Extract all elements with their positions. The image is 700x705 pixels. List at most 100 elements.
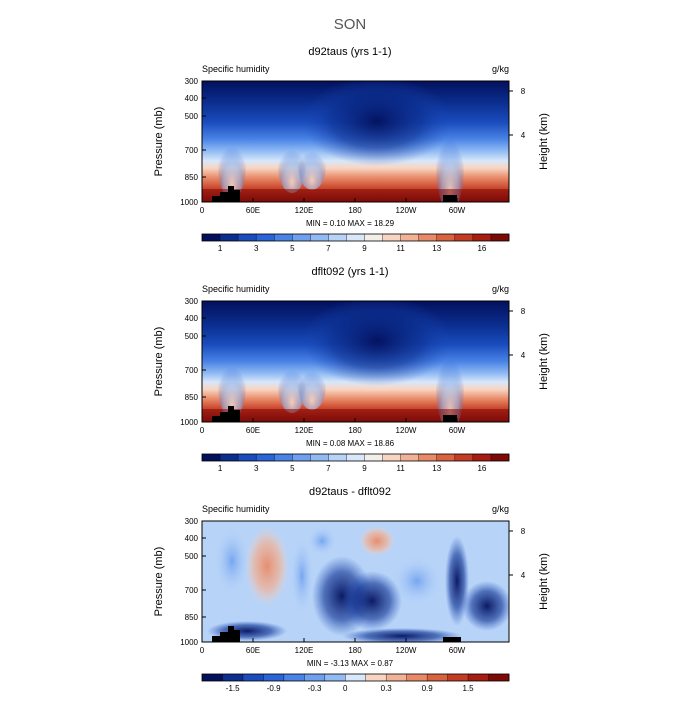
topography — [443, 637, 461, 642]
y-tick-label: 500 — [185, 332, 199, 341]
height-tick-label: 4 — [521, 131, 526, 140]
colorbar-swatch — [400, 234, 420, 241]
colorbar-label: 1 — [218, 464, 223, 473]
x-tick-label: 60W — [449, 206, 466, 215]
field-label: Specific humidity — [202, 64, 270, 74]
y-tick-label: 300 — [185, 77, 199, 86]
colorbar-frame — [201, 233, 510, 242]
colorbar-swatch — [283, 674, 305, 681]
topography — [443, 195, 457, 202]
topography — [443, 415, 457, 422]
colorbar-swatch — [382, 454, 401, 461]
colorbar-swatch — [454, 234, 474, 241]
y-axis-label-right: Height (km) — [538, 333, 550, 390]
x-tick-label: 0 — [200, 646, 205, 655]
y-axis-label: Pressure (mb) — [153, 547, 165, 617]
panel-dflt092: dflt092 (yrs 1-1) Specific humidity g/kg 0 6… — [153, 266, 550, 473]
colorbar-label: 5 — [290, 464, 295, 473]
y-tick-label: 500 — [185, 112, 199, 121]
colorbar-swatch — [202, 454, 221, 461]
x-tick-label: 180 — [348, 206, 362, 215]
colorbar-swatch — [310, 234, 329, 241]
positive-anomaly — [359, 526, 395, 556]
negative-anomaly — [307, 526, 337, 556]
topography — [212, 186, 240, 202]
y-tick-label: 850 — [185, 173, 199, 182]
min-max-stats: MIN = -3.13 MAX = 0.87 — [307, 659, 394, 668]
heatmap-field — [202, 301, 509, 422]
colorbar-swatch — [472, 454, 492, 461]
colorbar-swatch — [418, 454, 438, 461]
moist-plume — [298, 142, 326, 190]
height-tick-label: 8 — [521, 307, 526, 316]
colorbar-swatch — [386, 674, 407, 681]
negative-anomaly — [342, 628, 462, 642]
height-tick-label: 8 — [521, 87, 526, 96]
figure-title: SON — [334, 16, 367, 33]
topography — [212, 406, 240, 422]
negative-anomaly — [290, 536, 314, 616]
colorbar-swatch — [328, 234, 347, 241]
y-tick-label: 1000 — [180, 418, 198, 427]
y-tick-label: 400 — [185, 314, 199, 323]
colorbar-swatch — [454, 454, 474, 461]
moist-plume — [436, 341, 464, 422]
x-tick-label: 120W — [396, 646, 417, 655]
y-tick-label: 500 — [185, 552, 199, 561]
height-tick-label: 4 — [521, 351, 526, 360]
moist-plume — [278, 359, 306, 413]
colorbar-swatch — [256, 454, 275, 461]
heatmap-field — [202, 81, 509, 202]
min-max-stats: MIN = 0.08 MAX = 18.86 — [306, 439, 395, 448]
colorbar-label: -0.9 — [267, 684, 281, 693]
negative-anomaly — [214, 526, 250, 596]
y-tick-label: 1000 — [180, 638, 198, 647]
colorbar-label: 13 — [432, 464, 441, 473]
colorbar-label: 0.9 — [422, 684, 434, 693]
colorbar-label: -0.3 — [308, 684, 322, 693]
colorbar-swatch — [274, 234, 293, 241]
colorbar-swatch — [472, 234, 492, 241]
colorbar-label: 16 — [477, 464, 486, 473]
colorbar-swatch — [490, 234, 510, 241]
x-tick-label: 180 — [348, 646, 362, 655]
negative-anomaly — [392, 556, 442, 606]
colorbar-swatch — [238, 454, 257, 461]
colorbar-label: 3 — [254, 244, 259, 253]
colorbar-label: 11 — [396, 464, 405, 473]
colorbar-swatch — [345, 674, 367, 681]
units-label: g/kg — [492, 64, 509, 74]
colorbar-label: 1.5 — [463, 684, 475, 693]
colorbar-swatch — [488, 674, 510, 681]
colorbar-swatch — [220, 234, 239, 241]
y-axis-label-right: Height (km) — [538, 553, 550, 610]
y-tick-label: 300 — [185, 297, 199, 306]
colorbar-swatch — [436, 454, 456, 461]
x-tick-label: 0 — [200, 426, 205, 435]
colorbar-swatch — [292, 454, 311, 461]
colorbar-swatch — [382, 234, 401, 241]
y-tick-label: 400 — [185, 94, 199, 103]
x-tick-label: 180 — [348, 426, 362, 435]
x-tick-label: 60E — [246, 646, 260, 655]
moist-plume — [436, 121, 464, 202]
colorbar-swatch — [304, 674, 326, 681]
negative-anomaly — [342, 571, 402, 631]
colorbar-swatch — [490, 454, 510, 461]
x-tick-label: 120E — [295, 426, 314, 435]
heatmap-field — [202, 521, 509, 642]
y-tick-label: 700 — [185, 366, 199, 375]
min-max-stats: MIN = 0.10 MAX = 18.29 — [306, 219, 395, 228]
colorbar-label: 9 — [362, 244, 367, 253]
y-tick-label: 300 — [185, 517, 199, 526]
colorbar-swatch — [406, 674, 428, 681]
colorbar-label: 11 — [396, 244, 405, 253]
colorbar-swatch — [222, 674, 244, 681]
height-tick-label: 4 — [521, 571, 526, 580]
y-tick-label: 850 — [185, 613, 199, 622]
colorbar-swatch — [364, 234, 383, 241]
panel-title: dflt092 (yrs 1-1) — [311, 266, 388, 278]
colorbar-label: 3 — [254, 464, 259, 473]
colorbar-swatch — [292, 234, 311, 241]
colorbar-swatch — [242, 674, 264, 681]
